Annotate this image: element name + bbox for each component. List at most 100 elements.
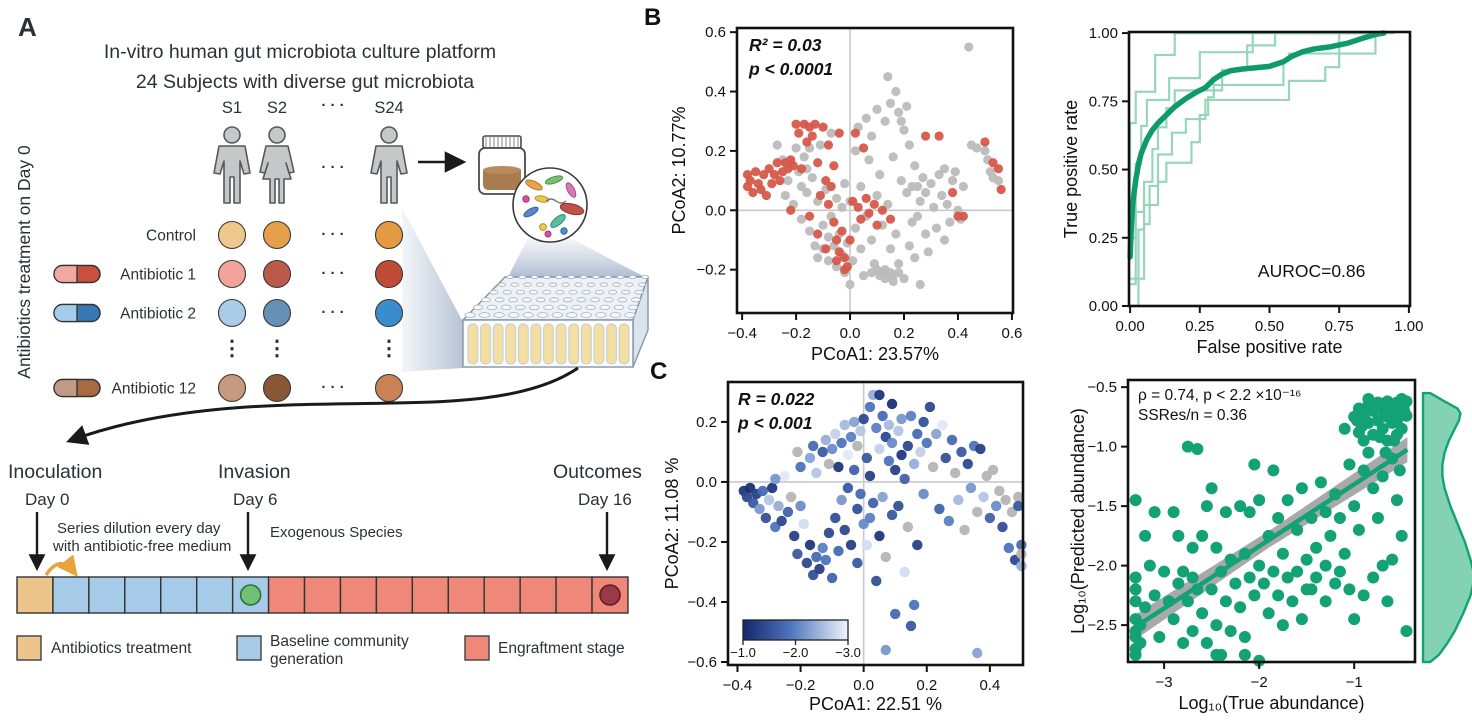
roc-curve-plot: 0.00 0.25 0.50 0.75 1.00 0.00 0.25 0.50 0.75 1.00…: [1061, 25, 1423, 357]
timeline-cell: [519, 576, 557, 614]
timeline-bar: [16, 576, 629, 614]
y-axis-label: True positive rate: [1061, 100, 1081, 238]
x-tick-label: 1.00: [1394, 318, 1423, 335]
treatment-rows: Control · · · Antibiotic 1 · · · Antibiotic …: [53, 220, 404, 403]
timeline-cell: [160, 576, 198, 614]
invasion-dot: [239, 584, 262, 606]
y-tick-label: 0.6: [705, 24, 726, 41]
x-axis-label: Log₁₀(True abundance): [1179, 693, 1365, 713]
colorbar: −1.0 −2.0 −3.0: [730, 619, 861, 660]
zoom-wedge-left: [402, 208, 463, 372]
event-invasion-label: Invasion: [218, 461, 291, 483]
row-label: Antibiotic 2: [120, 306, 196, 323]
y-axis-label: Log₁₀(Predicted abundance): [1068, 408, 1088, 634]
legend-label-engraftment: Engraftment stage: [498, 640, 625, 657]
x-tick-label: −3: [1156, 674, 1173, 691]
panel-b-label: B: [644, 4, 662, 31]
event-inoculation-day: Day 0: [25, 490, 69, 509]
y-tick-label: 0.2: [705, 143, 726, 160]
subject-sample-dot: [217, 259, 247, 289]
flow-arrow-to-timeline: [66, 366, 579, 445]
subject-sample-dot: [262, 298, 292, 328]
side-axis-label: Antibiotics treatment on Day 0: [14, 145, 34, 379]
y-axis-label: PCoA2: 11.08 %: [662, 458, 682, 590]
capsule-icon: [53, 378, 101, 398]
x-tick-label: 0.2: [916, 677, 937, 694]
timeline-cell: [231, 576, 270, 614]
y-tick-label: −1.5: [1087, 498, 1117, 515]
rho-annotation: ρ = 0.74, p < 2.2 ×10⁻¹⁶: [1138, 387, 1301, 404]
x-tick-label: −0.2: [781, 325, 811, 342]
marginal-density-curve: [1421, 391, 1472, 664]
x-tick-label: 0.4: [979, 677, 1000, 694]
dilution-note-line1: Series dilution every day: [57, 520, 221, 537]
y-tick-label: −2.5: [1087, 617, 1117, 634]
colorbar-tick-label: −2.0: [783, 645, 809, 660]
event-outcomes-label: Outcomes: [553, 461, 642, 483]
timeline-cell: [375, 576, 414, 614]
event-inoculation-label: Inoculation: [8, 461, 102, 483]
x-tick-label: 0.0: [840, 325, 861, 342]
row-label: Control: [146, 228, 196, 245]
timeline-legend: Antibiotics treatment Baseline community…: [16, 633, 625, 668]
ellipsis: · · ·: [321, 226, 344, 243]
pcoa-plot-treatment: −0.4 −0.2 0.0 0.2 0.4 0.6 −0.2 0.0 0.2 0.4 0.6 PCoA…: [669, 24, 1022, 364]
timeline-cell: [267, 576, 306, 614]
row-label: Antibiotic 1: [120, 267, 196, 284]
timeline-cell: [195, 576, 234, 614]
x-tick-label: −0.4: [727, 325, 757, 342]
y-tick-label: −1.0: [1087, 439, 1117, 456]
subject-s2-label: S2: [267, 99, 287, 117]
subject-sample-dot: [262, 373, 292, 403]
subject-sample-dot: [262, 220, 292, 250]
panel-a-diagram: A In-vitro human gut microbiota culture …: [8, 12, 649, 668]
timeline-cell: [447, 576, 485, 614]
timeline-cell: [483, 576, 521, 614]
legend-swatch-engraftment: [464, 635, 490, 661]
y-tick-label: −0.5: [1087, 379, 1117, 396]
y-tick-label: 1.00: [1089, 25, 1118, 42]
x-tick-label: 0.25: [1185, 318, 1214, 335]
subject-sample-dot: [374, 220, 404, 250]
spirochete-squiggle: [545, 198, 567, 204]
x-tick-label: 0.00: [1116, 318, 1145, 335]
ellipsis: · · ·: [321, 379, 344, 396]
legend-label-baseline-line2: generation: [270, 651, 343, 668]
legend-swatch-antibiotics: [16, 635, 42, 661]
subject-sample-dot: [374, 298, 404, 328]
y-tick-label: 0.0: [705, 202, 726, 219]
panel-c-label: C: [650, 358, 668, 385]
x-tick-label: 0.4: [948, 325, 969, 342]
pcoa-plot-abundance: −1.0 −2.0 −3.0 −0.4 −0.2 0.0 0.2 0.4 −0.6 −0.4 −0.…: [662, 380, 1027, 714]
legend-label-antibiotics: Antibiotics treatment: [51, 640, 192, 657]
y-tick-label: 0.00: [1089, 298, 1118, 315]
plot-frame: [1126, 378, 1417, 664]
ellipsis: · · ·: [321, 97, 344, 114]
x-axis-label: PCoA1: 22.51 %: [809, 694, 942, 714]
r-annotation: R = 0.022: [738, 389, 815, 409]
p-value-annotation: p < 0.001: [737, 413, 812, 433]
x-tick-label: −0.2: [786, 677, 816, 694]
ellipsis: · · ·: [321, 159, 344, 176]
capsule-icon: [53, 303, 101, 323]
microbe-community-icon: [512, 167, 588, 243]
outcome-dot: [599, 584, 621, 606]
y-tick-label: 0.4: [705, 84, 726, 101]
colorbar-tick-label: −3.0: [835, 645, 861, 660]
x-tick-label: 0.50: [1255, 318, 1284, 335]
panel-a-label: A: [18, 12, 37, 42]
subject-sample-dot: [217, 298, 247, 328]
scatter-points-other-samples: [772, 42, 1004, 290]
p-value-annotation: p < 0.0001: [748, 59, 833, 79]
panel-a-title-line2: 24 Subjects with diverse gut microbiota: [136, 71, 474, 93]
event-outcomes-day: Day 16: [578, 490, 632, 509]
event-invasion-day: Day 6: [233, 490, 277, 509]
colorbar-tick-label: −1.0: [730, 645, 756, 660]
scatter-points-green: [1129, 393, 1413, 667]
legend-label-baseline-line1: Baseline community: [270, 633, 409, 650]
y-tick-label: −0.2: [687, 534, 717, 551]
x-tick-label: 0.0: [853, 677, 874, 694]
timeline-cell: [339, 576, 378, 614]
y-tick-label: 0.2: [696, 414, 717, 431]
ellipsis: · · ·: [321, 265, 344, 282]
